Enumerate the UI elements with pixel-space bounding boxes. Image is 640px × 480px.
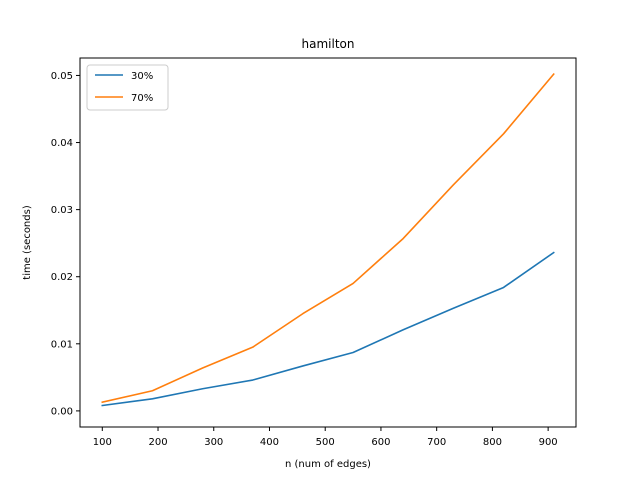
- x-tick-label: 200: [148, 437, 167, 448]
- legend-box: [86, 64, 169, 111]
- x-tick-label: 100: [93, 437, 112, 448]
- y-axis-ticks: 0.00 0.01 0.02 0.03 0.04 0.05: [51, 71, 80, 417]
- series-line-0: [101, 251, 555, 407]
- legend: 30% 70%: [86, 64, 169, 111]
- y-tick-label: 0.01: [51, 339, 73, 350]
- x-tick-label: 700: [427, 437, 446, 448]
- x-tick-label: 600: [371, 437, 390, 448]
- x-axis-label: n (num of edges): [285, 459, 371, 470]
- x-tick-label: 900: [539, 437, 558, 448]
- series-layer: [101, 72, 555, 407]
- chart-title: hamilton: [302, 37, 355, 51]
- y-tick-label: 0.03: [51, 205, 73, 216]
- y-axis-label: time (seconds): [22, 205, 33, 280]
- x-axis-ticks: 100 200 300 400 500 600 700 800 900: [93, 427, 558, 448]
- y-tick-label: 0.04: [51, 138, 73, 149]
- legend-label-70pct: 70%: [131, 93, 153, 104]
- x-tick-label: 500: [316, 437, 335, 448]
- legend-label-30pct: 30%: [131, 71, 153, 82]
- y-tick-label: 0.05: [51, 71, 73, 82]
- plot-frame: [79, 57, 577, 428]
- x-tick-label: 800: [483, 437, 502, 448]
- y-tick-label: 0.02: [51, 272, 73, 283]
- series-line-1: [101, 72, 555, 404]
- x-tick-label: 400: [260, 437, 279, 448]
- x-tick-label: 300: [204, 437, 223, 448]
- y-tick-label: 0.00: [51, 406, 73, 417]
